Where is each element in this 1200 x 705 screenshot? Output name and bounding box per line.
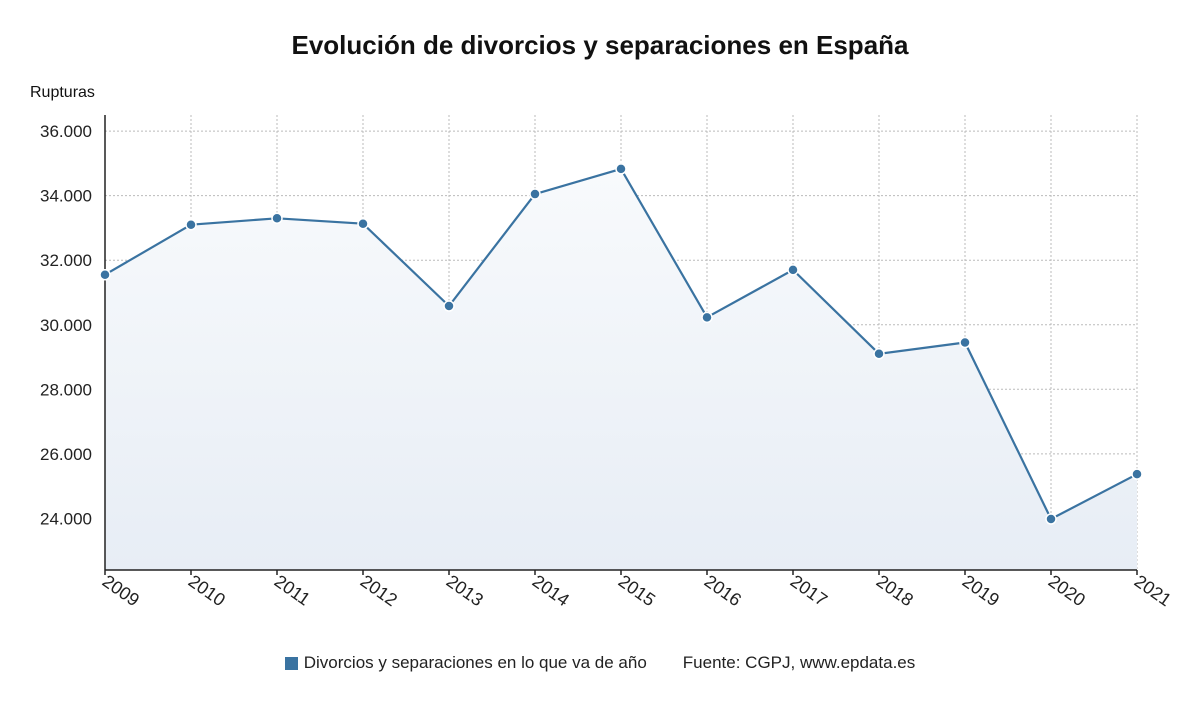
- chart-title: Evolución de divorcios y separaciones en…: [291, 30, 909, 60]
- x-tick-labels: 2009 2010 2011 2012 2013 2014 2015 2016 2017 2018…: [99, 571, 1175, 610]
- legend-label: Divorcios y separaciones en lo que va de…: [303, 653, 647, 672]
- x-tick-label: 2010: [185, 571, 229, 610]
- x-tick-label: 2017: [787, 571, 831, 610]
- y-tick-label: 34.000: [40, 187, 92, 206]
- series-points: [99, 163, 1143, 525]
- data-point[interactable]: [615, 163, 627, 175]
- axes: [104, 115, 1138, 575]
- y-tick-label: 28.000: [40, 380, 92, 399]
- x-tick-label: 2016: [701, 571, 745, 610]
- data-point[interactable]: [99, 268, 111, 281]
- x-tick-label: 2018: [873, 571, 917, 610]
- legend: Divorcios y separaciones en lo que va de…: [0, 653, 1200, 673]
- data-point[interactable]: [529, 188, 541, 200]
- y-tick-label: 24.000: [40, 509, 92, 528]
- x-tick-label: 2013: [443, 571, 487, 610]
- x-tick-label: 2012: [357, 571, 401, 610]
- x-tick-label: 2020: [1045, 571, 1089, 610]
- data-point[interactable]: [271, 212, 283, 225]
- x-tick-label: 2015: [615, 571, 659, 610]
- x-tick-label: 2011: [271, 571, 314, 610]
- x-tick-label: 2009: [99, 571, 143, 610]
- source-note: Fuente: CGPJ, www.epdata.es: [682, 653, 916, 672]
- series-area: [105, 168, 1137, 570]
- x-tick-label: 2021: [1131, 571, 1175, 610]
- data-point[interactable]: [1131, 468, 1143, 480]
- data-point[interactable]: [959, 336, 971, 349]
- y-tick-label: 26.000: [40, 445, 92, 464]
- data-point[interactable]: [443, 300, 455, 312]
- data-point[interactable]: [787, 264, 799, 276]
- data-point[interactable]: [357, 217, 369, 230]
- x-tick-label: 2019: [959, 571, 1003, 610]
- y-tick-labels: 24.000 26.000 28.000 30.000 32.000 34.000 36.0…: [40, 122, 92, 528]
- data-point[interactable]: [701, 311, 713, 324]
- y-axis-label: Rupturas: [30, 84, 95, 101]
- data-point[interactable]: [873, 348, 885, 360]
- y-tick-label: 32.000: [40, 251, 92, 270]
- legend-swatch: [284, 656, 298, 670]
- y-tick-label: 36.000: [40, 122, 92, 141]
- x-tick-label: 2014: [529, 571, 573, 610]
- y-tick-label: 30.000: [40, 316, 92, 335]
- data-point[interactable]: [1045, 513, 1057, 525]
- data-point[interactable]: [185, 218, 197, 231]
